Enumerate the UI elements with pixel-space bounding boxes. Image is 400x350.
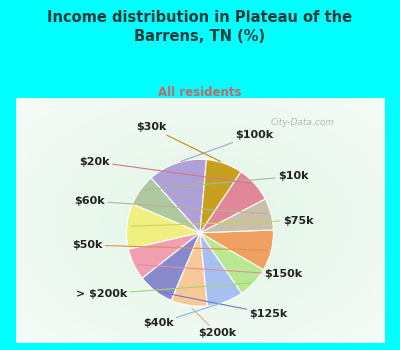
Wedge shape [126,204,200,249]
Text: $40k: $40k [143,303,222,328]
Text: $125k: $125k [160,292,288,318]
Wedge shape [200,230,274,270]
Text: > $200k: > $200k [76,283,250,299]
Text: $10k: $10k [144,172,308,190]
Text: Income distribution in Plateau of the
Barrens, TN (%): Income distribution in Plateau of the Ba… [48,10,352,44]
Text: $60k: $60k [74,196,267,214]
Text: $50k: $50k [72,240,267,250]
Text: All residents: All residents [158,86,242,99]
Wedge shape [128,233,200,278]
Text: City-Data.com: City-Data.com [271,118,335,127]
Wedge shape [142,233,200,300]
Wedge shape [200,233,242,306]
Wedge shape [200,199,274,233]
Wedge shape [132,178,200,233]
Text: $30k: $30k [136,122,221,162]
Text: $150k: $150k [138,265,302,279]
Wedge shape [151,159,206,233]
Text: $75k: $75k [131,216,313,226]
Text: $100k: $100k [181,130,273,162]
Text: $20k: $20k [80,157,251,183]
Text: $200k: $200k [192,308,236,338]
Wedge shape [200,172,265,233]
Wedge shape [200,160,241,233]
Wedge shape [200,233,264,293]
Wedge shape [171,233,208,306]
